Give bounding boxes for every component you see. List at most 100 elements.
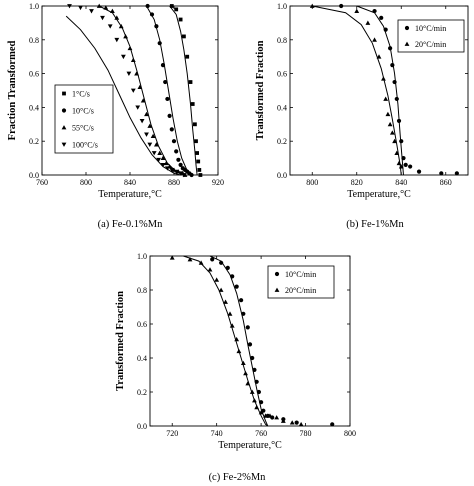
x-tick-label: 780 — [300, 429, 312, 438]
series-1 — [210, 257, 335, 427]
data-point — [176, 157, 181, 162]
fit-curve-2 — [146, 5, 191, 176]
data-point — [392, 138, 397, 144]
y-tick-label: 0.4 — [29, 103, 39, 112]
data-point — [181, 173, 187, 178]
series-3 — [96, 3, 188, 177]
legend: 1°C/s 10°C/s 55°C/s 100°C/s — [54, 84, 114, 154]
legend-label-2: 20°C/min — [415, 40, 446, 49]
x-axis-label: Temperature,°C — [218, 440, 282, 451]
legend-marker-4 — [61, 142, 67, 147]
data-point — [114, 15, 120, 20]
x-tick-label: 920 — [212, 178, 224, 187]
data-point — [134, 71, 139, 76]
x-tick-label: 800 — [344, 429, 356, 438]
data-point — [225, 265, 230, 270]
x-tick-label: 760 — [255, 429, 267, 438]
data-point — [394, 96, 399, 102]
data-point — [147, 123, 153, 128]
data-point — [280, 418, 286, 423]
y-tick-label: 0.2 — [137, 388, 147, 397]
data-point — [223, 299, 228, 304]
data-point — [169, 168, 175, 173]
data-point — [259, 400, 264, 405]
data-point — [252, 367, 257, 372]
data-point — [149, 12, 155, 17]
legend-label-2: 10°C/s — [72, 107, 94, 116]
data-point — [234, 284, 239, 289]
data-point — [274, 415, 280, 420]
data-point — [396, 118, 402, 124]
data-point — [249, 389, 255, 394]
data-point — [154, 24, 159, 29]
series-2 — [145, 3, 194, 178]
data-point — [160, 63, 166, 68]
data-point — [298, 421, 304, 427]
fit-curve-1 — [169, 5, 198, 176]
panel-caption: (b) Fe-1%Mn — [346, 219, 404, 230]
panel-caption: (a) Fe-0.1%Mn — [98, 219, 163, 230]
legend-label-2: 20°C/min — [285, 286, 316, 295]
x-tick-label: 740 — [211, 429, 223, 438]
data-point — [178, 171, 183, 176]
data-point — [130, 57, 136, 62]
data-point — [398, 164, 404, 169]
x-tick-label: 760 — [36, 178, 48, 187]
data-point — [157, 41, 162, 46]
data-point — [137, 84, 143, 90]
data-point — [145, 3, 150, 9]
legend-label-3: 55°C/s — [72, 124, 94, 133]
data-point — [289, 420, 295, 425]
data-point — [67, 4, 72, 9]
data-point — [399, 139, 404, 144]
data-point — [388, 46, 393, 51]
x-axis-label: Temperature,°C — [98, 189, 162, 200]
data-point — [294, 420, 299, 425]
data-point — [339, 3, 344, 9]
data-point — [126, 71, 132, 76]
data-point — [390, 63, 395, 68]
data-point — [254, 404, 260, 410]
data-point — [210, 257, 215, 262]
legend-box — [267, 265, 335, 299]
y-tick-label: 0.0 — [277, 171, 287, 180]
legend-label-4: 100°C/s — [72, 141, 98, 150]
data-point — [330, 422, 335, 427]
y-tick-label: 0.8 — [277, 36, 287, 45]
data-point — [194, 139, 198, 144]
data-point — [227, 311, 233, 316]
fit-curve-2 — [312, 5, 402, 176]
data-point — [383, 27, 388, 32]
series-1 — [339, 3, 459, 176]
series-4 — [67, 4, 187, 178]
data-point — [381, 76, 386, 81]
chart-panel-b: 800 820 840 860 0.0 0.2 0.4 0.6 0.8 1.0 Temperatur… — [255, 2, 469, 230]
data-point — [178, 162, 183, 167]
data-point — [147, 142, 153, 147]
y-tick-label: 0.2 — [29, 137, 39, 146]
data-point — [258, 410, 264, 415]
data-point — [121, 54, 126, 60]
data-point — [236, 348, 242, 354]
chart-panel-a: 760 800 840 880 920 0.0 0.2 0.4 0.6 0.8 1.0 Tempera… — [7, 2, 224, 230]
data-point — [401, 156, 406, 161]
data-point — [219, 260, 224, 265]
data-point — [78, 5, 83, 11]
legend-label-1: 10°C/min — [285, 270, 316, 279]
data-point — [144, 132, 149, 137]
data-point — [139, 119, 145, 124]
series-2 — [309, 3, 404, 169]
data-point — [214, 277, 220, 282]
data-point — [118, 23, 124, 29]
data-point — [187, 257, 193, 262]
data-point — [163, 160, 169, 166]
data-point — [195, 151, 199, 155]
data-point — [239, 298, 244, 303]
data-point — [392, 79, 397, 85]
data-point — [171, 139, 177, 144]
data-point — [196, 159, 201, 164]
data-point — [114, 37, 120, 43]
data-point — [123, 34, 128, 39]
plot-frame — [289, 5, 469, 176]
